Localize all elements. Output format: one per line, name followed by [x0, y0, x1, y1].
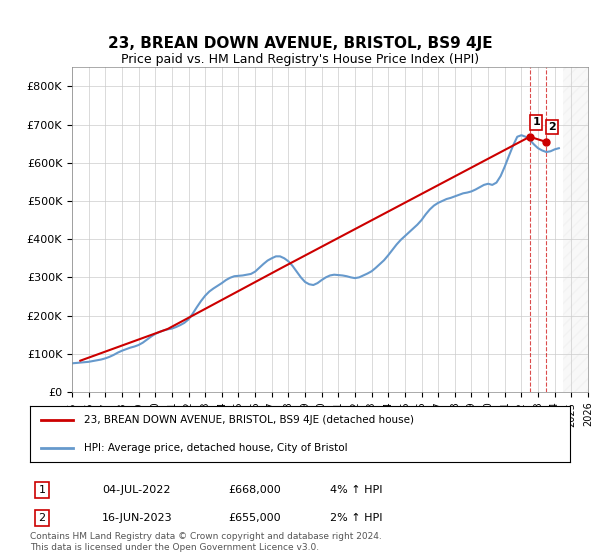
Text: 23, BREAN DOWN AVENUE, BRISTOL, BS9 4JE (detached house): 23, BREAN DOWN AVENUE, BRISTOL, BS9 4JE …: [84, 415, 414, 425]
Text: HPI: Average price, detached house, City of Bristol: HPI: Average price, detached house, City…: [84, 443, 347, 453]
Text: 2% ↑ HPI: 2% ↑ HPI: [330, 513, 383, 523]
Text: Contains HM Land Registry data © Crown copyright and database right 2024.
This d: Contains HM Land Registry data © Crown c…: [30, 532, 382, 552]
Text: Price paid vs. HM Land Registry's House Price Index (HPI): Price paid vs. HM Land Registry's House …: [121, 53, 479, 66]
Text: 04-JUL-2022: 04-JUL-2022: [102, 485, 170, 495]
Text: 23, BREAN DOWN AVENUE, BRISTOL, BS9 4JE: 23, BREAN DOWN AVENUE, BRISTOL, BS9 4JE: [107, 36, 493, 52]
Text: 4% ↑ HPI: 4% ↑ HPI: [330, 485, 383, 495]
Text: 2: 2: [548, 122, 556, 132]
Bar: [563, 67, 588, 392]
Text: £655,000: £655,000: [228, 513, 281, 523]
Text: 1: 1: [532, 117, 540, 127]
Text: 1: 1: [38, 485, 46, 495]
Text: 2: 2: [38, 513, 46, 523]
Text: 16-JUN-2023: 16-JUN-2023: [102, 513, 173, 523]
Text: £668,000: £668,000: [228, 485, 281, 495]
